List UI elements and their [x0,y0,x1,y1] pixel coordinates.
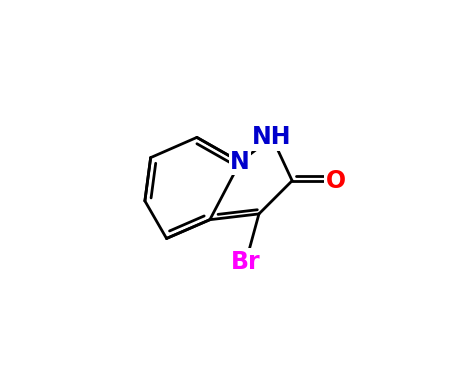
Text: Br: Br [231,250,261,274]
Text: NH: NH [252,125,292,149]
Text: O: O [325,169,345,193]
Text: N: N [230,150,250,174]
